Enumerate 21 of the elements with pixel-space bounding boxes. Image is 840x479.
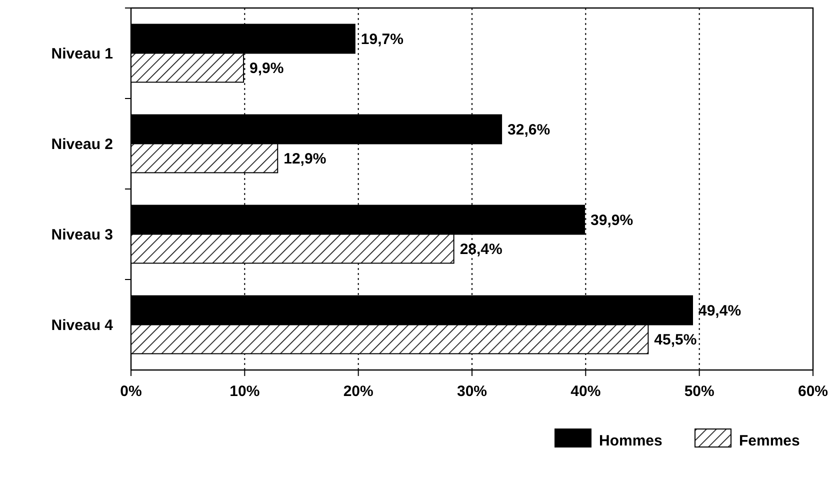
x-tick-label: 20% xyxy=(343,383,374,400)
x-tick-label: 40% xyxy=(570,383,601,400)
data-label: 39,9% xyxy=(590,212,634,230)
legend-label: Hommes xyxy=(599,432,662,450)
y-tick-label: Niveau 3 xyxy=(51,226,113,244)
y-tick-label: Niveau 4 xyxy=(51,317,114,334)
data-label: 12,9% xyxy=(284,150,326,168)
legend-label: Femmes xyxy=(739,432,800,450)
x-tick-label: 30% xyxy=(456,383,488,400)
data-label: 32,6% xyxy=(508,122,550,139)
x-tick-label: 0% xyxy=(120,383,142,400)
y-tick-label: Niveau 1 xyxy=(51,46,113,62)
x-tick-label: 50% xyxy=(684,383,714,400)
data-label: 19,7% xyxy=(360,31,404,48)
data-label: 28,4% xyxy=(460,240,502,258)
x-tick-label: 10% xyxy=(230,383,260,400)
data-label: 45,5% xyxy=(654,331,697,348)
x-tick-label: 60% xyxy=(798,383,828,400)
y-tick-label: Niveau 2 xyxy=(51,136,113,153)
data-label: 9,9% xyxy=(250,60,284,77)
data-label: 49,4% xyxy=(698,302,742,320)
